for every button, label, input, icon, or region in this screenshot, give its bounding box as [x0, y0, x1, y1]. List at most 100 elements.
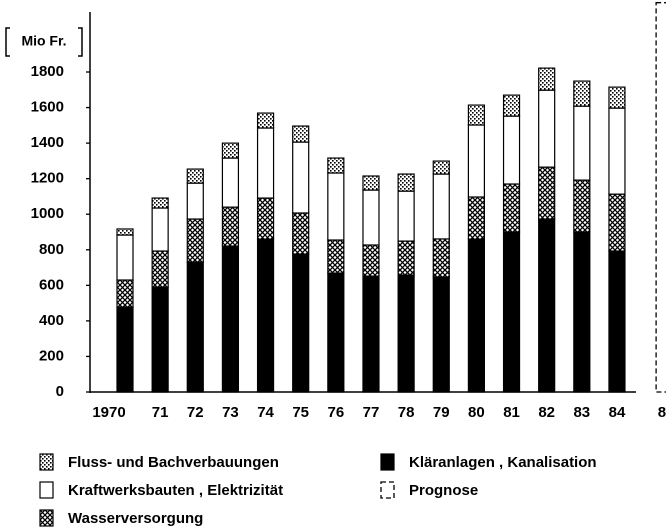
bar-segment [573, 105, 591, 181]
bar-segment [608, 193, 626, 252]
bar-segment [467, 196, 485, 240]
bar-segment [608, 107, 626, 195]
bar-segment [186, 182, 204, 220]
x-tick-label: 83 [573, 404, 590, 421]
x-tick-label: 85 [658, 404, 666, 421]
bar-segment [292, 141, 310, 214]
y-axis-label: Mio Fr. [21, 33, 66, 49]
legend-label: Fluss- und Bachverbauungen [68, 454, 279, 471]
y-tick-label: 1400 [31, 134, 64, 151]
bar-segment [151, 197, 169, 209]
bar-segment [432, 173, 450, 240]
bar-segment [467, 238, 485, 393]
bar-segment [292, 125, 310, 143]
x-tick-label: 80 [468, 404, 485, 421]
bar-segment [397, 190, 415, 242]
x-tick-label: 71 [152, 404, 169, 421]
x-tick-label: 79 [433, 404, 450, 421]
legend-swatch [39, 481, 54, 499]
x-tick-label: 77 [363, 404, 380, 421]
y-tick-label: 400 [39, 312, 64, 329]
x-tick-label: 75 [292, 404, 309, 421]
bar-segment [502, 115, 521, 185]
bar-segment [151, 286, 169, 393]
x-tick-label: 81 [503, 404, 520, 421]
x-tick-label: 73 [222, 404, 239, 421]
bar-segment [502, 231, 521, 393]
x-tick-label: 76 [327, 404, 344, 421]
bar-segment [327, 272, 345, 393]
bar-segment [116, 234, 134, 281]
legend-swatch [39, 453, 54, 471]
y-tick-label: 0 [56, 383, 64, 400]
bar-segment [221, 157, 240, 208]
legend-label: Kraftwerksbauten , Elektrizität [68, 482, 283, 499]
y-tick-label: 600 [39, 276, 64, 293]
bar-segment [397, 173, 415, 192]
bar-segment [655, 2, 666, 393]
legend-swatch [39, 509, 54, 527]
bar-segment [573, 179, 591, 233]
bar-segment [221, 142, 240, 159]
bar-segment [573, 231, 591, 393]
bar-segment [256, 127, 275, 199]
legend-label: Kläranlagen , Kanalisation [409, 454, 597, 471]
x-tick-label: 72 [187, 404, 204, 421]
bar-segment [432, 160, 450, 175]
bar-segment [186, 218, 204, 263]
bar-segment [116, 279, 134, 308]
bar-segment [221, 206, 240, 247]
bar-segment [186, 168, 204, 184]
legend-swatch [380, 481, 395, 499]
y-tick-label: 200 [39, 347, 64, 364]
bar-segment [362, 189, 380, 246]
bar-segment [573, 80, 591, 107]
x-tick-label: 74 [257, 404, 274, 421]
bar-segment [608, 86, 626, 109]
y-tick-label: 1600 [31, 99, 64, 116]
x-tick-label: 78 [398, 404, 415, 421]
bar-segment [362, 275, 380, 393]
y-tick-label: 800 [39, 241, 64, 258]
bar-segment [292, 212, 310, 255]
bar-segment [327, 172, 345, 241]
legend-label: Wasserversorgung [68, 510, 203, 527]
bar-segment [221, 245, 240, 393]
bar-segment [186, 261, 204, 393]
bar-segment [502, 94, 521, 117]
bar-segment [608, 250, 626, 393]
bar-segment [538, 89, 556, 168]
bar-segment [432, 238, 450, 278]
bar-segment [151, 250, 169, 288]
legend-label: Prognose [409, 482, 478, 499]
y-tick-label: 1800 [31, 63, 64, 80]
x-tick-label: 1970 [92, 404, 125, 421]
bar-segment [151, 207, 169, 252]
bar-segment [116, 228, 134, 236]
bar-segment [292, 253, 310, 393]
y-tick-label: 1000 [31, 205, 64, 222]
bar-segment [397, 274, 415, 393]
x-tick-label: 84 [609, 404, 626, 421]
bar-segment [362, 244, 380, 277]
bar-segment [256, 238, 275, 393]
bar-segment [467, 124, 485, 198]
bar-segment [362, 175, 380, 191]
bar-segment [538, 218, 556, 393]
bar-segment [256, 197, 275, 240]
bar-segment [116, 306, 134, 393]
bar-segment [502, 183, 521, 233]
bar-segment [538, 166, 556, 220]
bar-segment [538, 67, 556, 91]
bar-segment [327, 157, 345, 174]
bar-segment [397, 240, 415, 276]
x-tick-label: 82 [538, 404, 555, 421]
bar-segment [432, 276, 450, 393]
y-label-brackets [5, 27, 83, 57]
legend-swatch [380, 453, 395, 471]
y-tick-label: 1200 [31, 170, 64, 187]
bar-segment [467, 104, 485, 126]
bar-segment [327, 239, 345, 274]
bar-segment [256, 112, 275, 129]
